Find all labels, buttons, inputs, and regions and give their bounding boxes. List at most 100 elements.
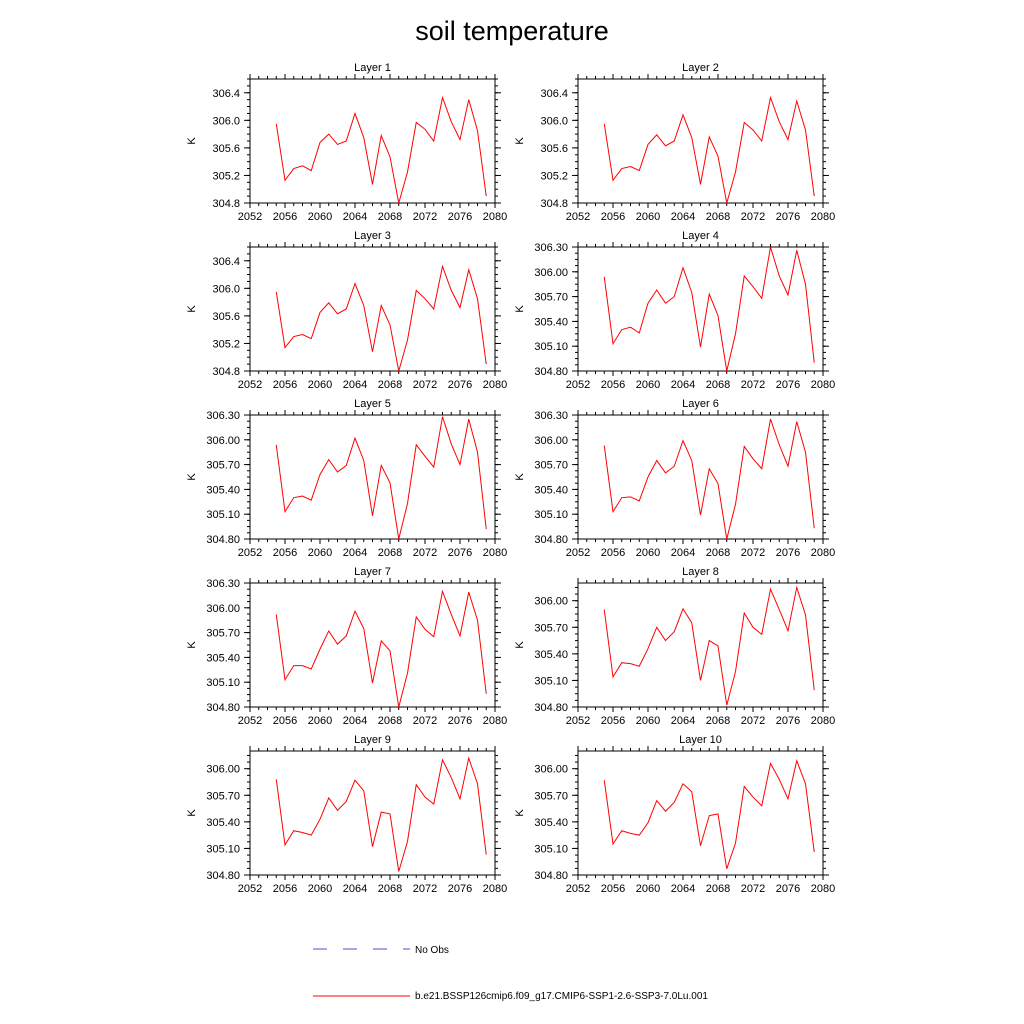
y-axis-label: K [514, 137, 526, 145]
panel-title: Layer 7 [354, 566, 391, 578]
x-tick-label: 2076 [776, 547, 800, 559]
x-tick-label: 2064 [671, 379, 695, 391]
x-tick-label: 2072 [741, 715, 765, 727]
y-tick-label: 305.10 [534, 843, 568, 855]
x-tick-label: 2052 [238, 547, 262, 559]
x-tick-label: 2068 [706, 883, 730, 895]
y-tick-label: 305.10 [206, 843, 240, 855]
y-axis-label: K [514, 641, 526, 649]
y-tick-label: 305.6 [212, 143, 240, 155]
x-tick-label: 2076 [776, 883, 800, 895]
y-tick-label: 305.40 [534, 649, 568, 661]
y-tick-label: 306.30 [534, 242, 568, 254]
plot-frame [577, 582, 824, 708]
y-tick-label: 304.80 [206, 534, 240, 546]
plot-frame [249, 246, 496, 372]
y-tick-label: 304.80 [534, 366, 568, 378]
x-tick-label: 2064 [671, 715, 695, 727]
x-tick-label: 2076 [448, 379, 472, 391]
x-tick-label: 2076 [448, 883, 472, 895]
legend: No Obs b.e21.BSSP126cmip6.f09_g17.CMIP6-… [313, 945, 708, 1002]
y-tick-label: 305.2 [212, 170, 240, 182]
x-tick-label: 2056 [601, 715, 625, 727]
x-tick-label: 2068 [378, 547, 402, 559]
x-tick-label: 2064 [343, 547, 367, 559]
y-tick-label: 305.70 [534, 790, 568, 802]
x-tick-label: 2080 [811, 715, 835, 727]
x-tick-label: 2052 [566, 715, 590, 727]
x-tick-label: 2056 [273, 883, 297, 895]
x-tick-label: 2060 [636, 211, 660, 223]
x-tick-label: 2080 [483, 211, 507, 223]
x-tick-label: 2080 [483, 883, 507, 895]
y-tick-label: 306.00 [206, 603, 240, 615]
x-tick-label: 2056 [273, 211, 297, 223]
x-tick-label: 2068 [706, 211, 730, 223]
panel-title: Layer 5 [354, 398, 391, 410]
x-tick-label: 2060 [308, 715, 332, 727]
series-line-layer-4 [603, 246, 815, 372]
figure-title: soil temperature [415, 16, 609, 46]
x-tick-label: 2060 [308, 883, 332, 895]
x-tick-label: 2064 [671, 211, 695, 223]
y-tick-label: 306.4 [212, 88, 240, 100]
y-tick-label: 306.30 [534, 410, 568, 422]
x-tick-label: 2064 [343, 211, 367, 223]
legend-obs-label: No Obs [415, 945, 449, 956]
x-tick-label: 2052 [566, 547, 590, 559]
y-tick-label: 305.6 [212, 311, 240, 323]
x-tick-label: 2076 [448, 715, 472, 727]
x-tick-label: 2056 [601, 883, 625, 895]
x-tick-label: 2064 [343, 379, 367, 391]
y-tick-label: 306.0 [212, 115, 240, 127]
series-line-layer-9 [275, 756, 487, 872]
x-tick-label: 2080 [811, 883, 835, 895]
x-tick-label: 2080 [483, 547, 507, 559]
series-line-layer-7 [275, 589, 487, 708]
y-tick-label: 304.80 [534, 534, 568, 546]
y-axis-label: K [186, 473, 198, 481]
panel-title: Layer 3 [354, 230, 391, 242]
x-tick-label: 2060 [636, 715, 660, 727]
x-tick-label: 2080 [811, 211, 835, 223]
y-tick-label: 305.70 [206, 790, 240, 802]
x-tick-label: 2064 [343, 715, 367, 727]
panel-title: Layer 9 [354, 734, 391, 746]
x-tick-label: 2076 [776, 379, 800, 391]
y-axis-label: K [514, 473, 526, 481]
x-tick-label: 2052 [238, 883, 262, 895]
y-tick-label: 306.0 [540, 115, 568, 127]
series-line-layer-10 [603, 759, 815, 869]
x-tick-label: 2076 [776, 211, 800, 223]
x-tick-label: 2076 [448, 547, 472, 559]
x-tick-label: 2076 [448, 211, 472, 223]
y-tick-label: 306.00 [534, 764, 568, 776]
y-tick-label: 305.70 [206, 460, 240, 472]
series-line-layer-8 [603, 585, 815, 706]
y-tick-label: 304.80 [534, 702, 568, 714]
x-tick-label: 2068 [706, 379, 730, 391]
y-tick-label: 306.4 [540, 88, 568, 100]
panel-title: Layer 8 [682, 566, 719, 578]
y-tick-label: 305.10 [534, 509, 568, 521]
x-tick-label: 2072 [741, 547, 765, 559]
y-tick-label: 305.40 [206, 652, 240, 664]
x-tick-label: 2052 [238, 211, 262, 223]
x-tick-label: 2060 [308, 547, 332, 559]
panel-grid: Layer 1 2052 2056 2060 2064 2068 2072 2076 2080 3… [186, 62, 835, 895]
x-tick-label: 2072 [413, 715, 437, 727]
x-tick-label: 2052 [566, 211, 590, 223]
y-tick-label: 305.40 [534, 316, 568, 328]
x-tick-label: 2052 [566, 883, 590, 895]
x-tick-label: 2056 [601, 211, 625, 223]
x-tick-label: 2060 [308, 379, 332, 391]
x-tick-label: 2064 [671, 883, 695, 895]
y-axis-label: K [514, 809, 526, 817]
x-tick-label: 2072 [413, 547, 437, 559]
x-tick-label: 2072 [413, 883, 437, 895]
panel-layer-2: Layer 2 2052 2056 2060 2064 2068 2072 2076 2080 3… [514, 62, 835, 223]
y-axis-label: K [186, 305, 198, 313]
panel-layer-3: Layer 3 2052 2056 2060 2064 2068 2072 2076 2080 3… [186, 230, 507, 391]
x-tick-label: 2080 [811, 547, 835, 559]
panel-layer-6: Layer 6 2052 2056 2060 2064 2068 2072 2076 2080 3… [514, 398, 835, 559]
